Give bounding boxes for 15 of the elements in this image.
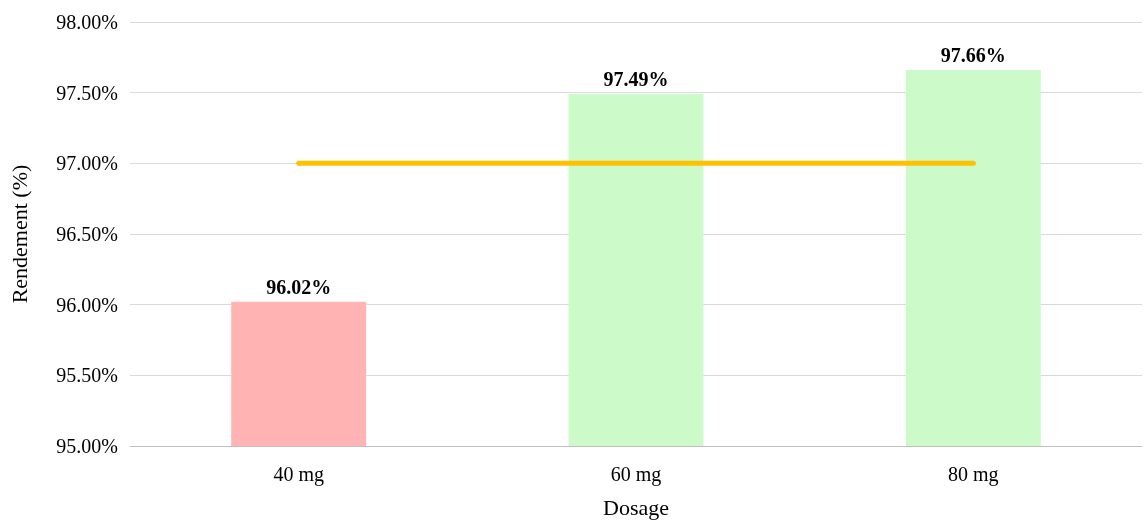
x-axis-title: Dosage (603, 494, 669, 520)
data-label: 97.49% (603, 68, 669, 91)
data-label: 96.02% (266, 275, 332, 298)
y-tick-label: 96.50% (56, 223, 118, 245)
y-tick-label: 95.00% (56, 435, 118, 457)
x-tick-label: 80 mg (948, 463, 999, 486)
y-tick-label: 97.00% (56, 152, 118, 175)
x-tick-label: 60 mg (610, 463, 662, 486)
y-axis-title: Rendement (%) (6, 164, 32, 304)
y-tick-label: 95.50% (56, 364, 118, 387)
y-tick-label: 96.00% (56, 293, 118, 316)
y-tick-label: 98.00% (56, 11, 118, 33)
y-tick-label: 97.50% (56, 81, 118, 104)
data-label: 97.66% (940, 44, 1006, 67)
x-tick-label: 40 mg (273, 463, 324, 486)
